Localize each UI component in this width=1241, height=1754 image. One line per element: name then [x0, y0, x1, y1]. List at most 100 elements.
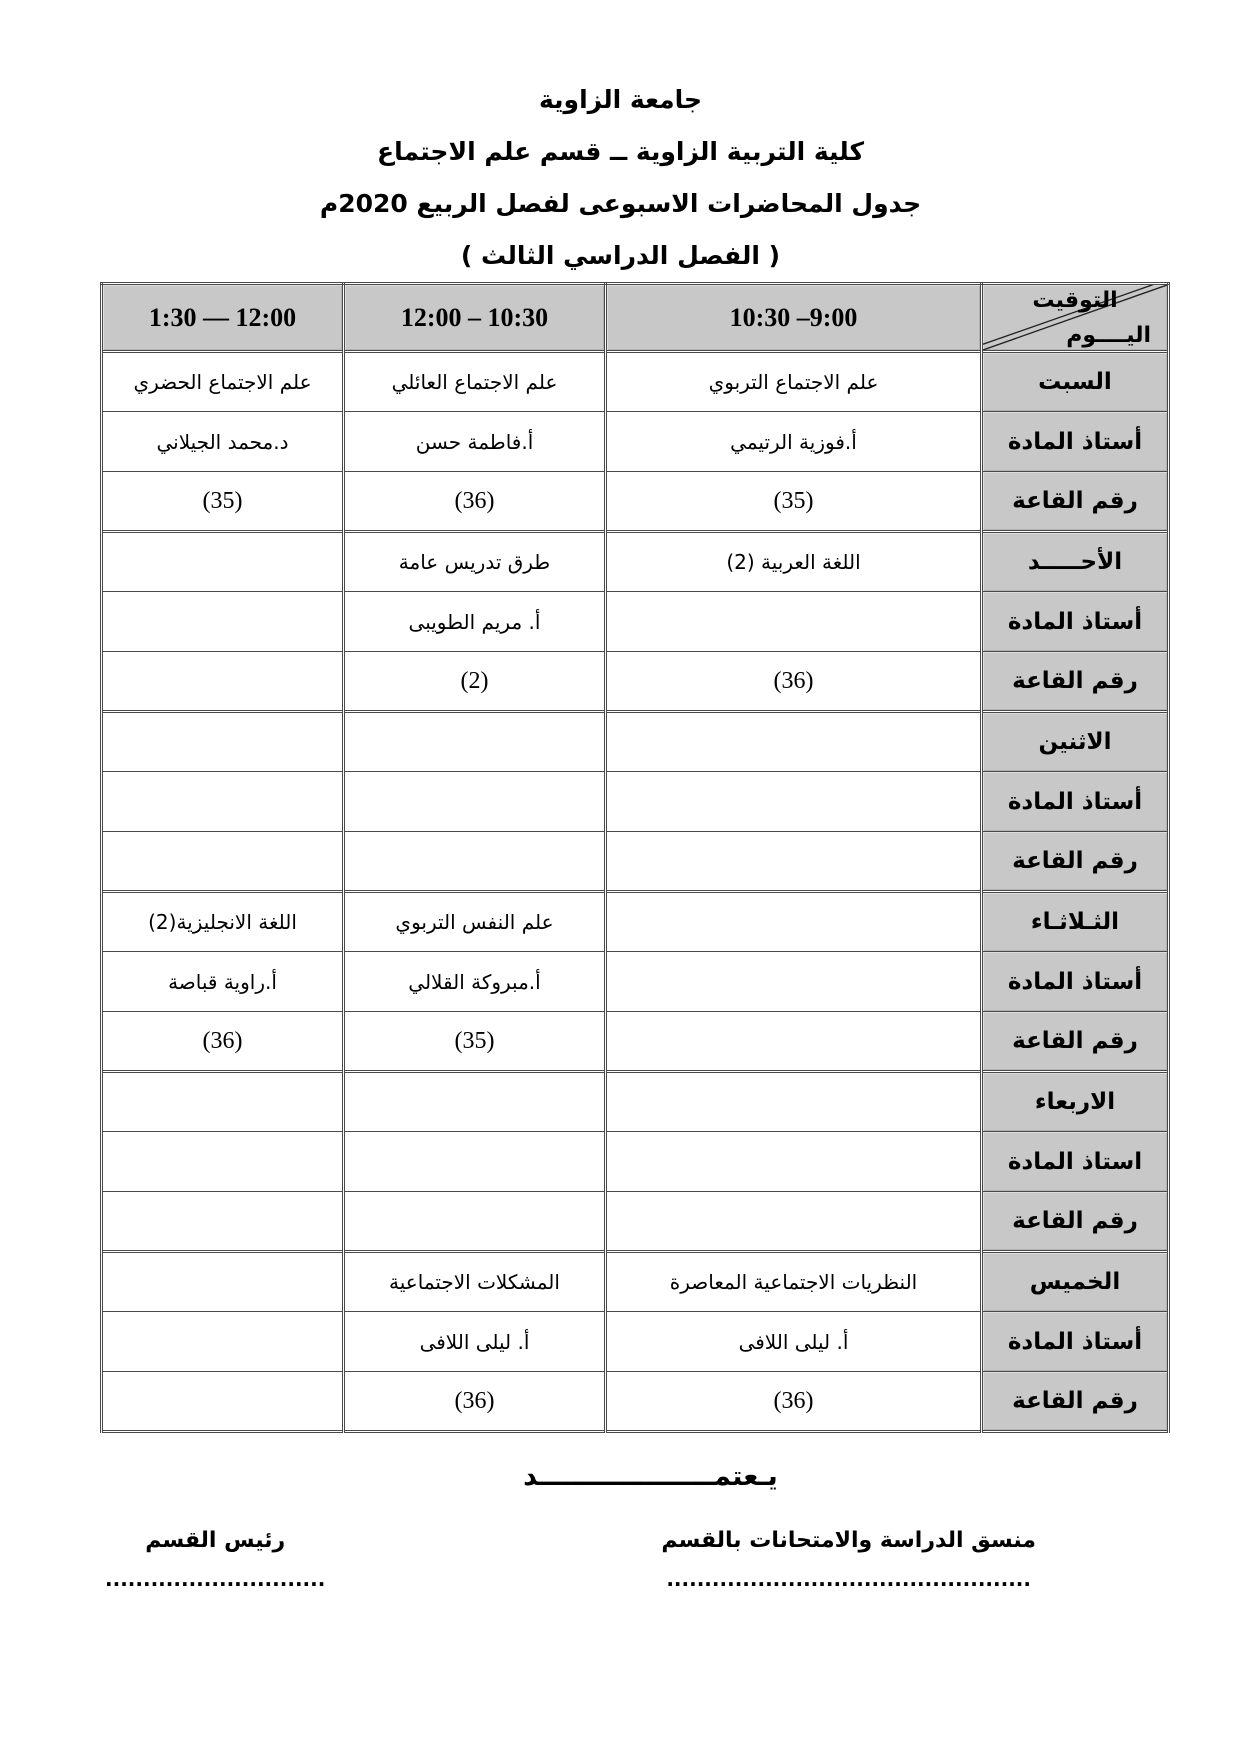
subject-cell: علم الاجتماع العائلي	[342, 350, 607, 412]
subject-cell	[100, 1070, 345, 1132]
room-cell	[604, 1191, 983, 1252]
table-row: استاذ المادة	[100, 1131, 1170, 1192]
room-cell: (36)	[342, 471, 607, 532]
corner-day-label: اليــــوم	[1066, 323, 1151, 348]
subject-cell	[604, 1070, 983, 1132]
room-cell	[100, 1191, 345, 1252]
room-cell	[100, 831, 345, 892]
table-row: الخميس النظريات الاجتماعية المعاصرة المش…	[100, 1250, 1170, 1312]
room-cell: (36)	[342, 1371, 607, 1432]
coordinator-signature-line: ........................................…	[666, 1567, 1031, 1591]
table-row: الاربعاء	[100, 1070, 1170, 1132]
table-row: رقم القاعة (36) (36)	[100, 1371, 1170, 1432]
subject-cell	[100, 530, 345, 592]
signature-coordinator: منسق الدراسة والامتحانات بالقسم ........…	[661, 1528, 1036, 1591]
instructor-cell: أ. ليلى اللافى	[604, 1311, 983, 1372]
subject-cell	[100, 710, 345, 772]
table-row: رقم القاعة (35) (36)	[100, 1011, 1170, 1072]
instructor-cell	[100, 771, 345, 832]
schedule-title: جدول المحاضرات الاسبوعى لفصل الربيع 2020…	[319, 189, 922, 218]
instructor-cell	[342, 771, 607, 832]
coordinator-label: منسق الدراسة والامتحانات بالقسم	[661, 1528, 1036, 1553]
room-cell: (35)	[100, 471, 345, 532]
table-row: رقم القاعة (36) (2)	[100, 651, 1170, 712]
subject-cell	[100, 1250, 345, 1312]
approved-text: يـعتمـــــــــــــــــــد	[523, 1461, 778, 1492]
university-title: جامعة الزاوية	[538, 85, 703, 114]
subject-cell: علم الاجتماع التربوي	[604, 350, 983, 412]
diagonal-divider-icon	[984, 286, 1165, 350]
instructor-cell: أ.راوية قباصة	[100, 951, 345, 1012]
instructor-row-label: استاذ المادة	[980, 1131, 1170, 1192]
room-row-label: رقم القاعة	[980, 1371, 1170, 1432]
department-head-label: رئيس القسم	[145, 1528, 286, 1553]
day-label-tuesday: الثـلاثـاء	[980, 890, 1170, 952]
table-row: الثـلاثـاء علم النفس التربوي اللغة الانج…	[100, 890, 1170, 952]
corner-time-label: التوقيت	[1032, 288, 1118, 313]
day-label-wednesday: الاربعاء	[980, 1070, 1170, 1132]
table-row: الاثنين	[100, 710, 1170, 772]
room-cell: (2)	[342, 651, 607, 712]
instructor-cell	[100, 1131, 345, 1192]
subject-cell: اللغة الانجليزية(2)	[100, 890, 345, 952]
room-cell: (36)	[100, 1011, 345, 1072]
day-label-monday: الاثنين	[980, 710, 1170, 772]
table-header-row: التوقيت اليــــوم 10:30 –9:00 12:00 – 10…	[100, 282, 1170, 352]
subject-cell: علم النفس التربوي	[342, 890, 607, 952]
day-label-saturday: السبت	[980, 350, 1170, 412]
room-row-label: رقم القاعة	[980, 1011, 1170, 1072]
faculty-department-title: كلية التربية الزاوية ــ قسم علم الاجتماع	[377, 137, 864, 166]
instructor-cell	[604, 771, 983, 832]
instructor-cell	[604, 951, 983, 1012]
room-cell: (36)	[604, 651, 983, 712]
instructor-row-label: أستاذ المادة	[980, 411, 1170, 472]
instructor-cell: أ. مريم الطويبى	[342, 591, 607, 652]
subject-cell: اللغة العربية (2)	[604, 530, 983, 592]
time-slot-3: 1:30 — 12:00	[100, 282, 345, 352]
instructor-cell: أ. ليلى اللافى	[342, 1311, 607, 1372]
instructor-cell	[100, 591, 345, 652]
room-row-label: رقم القاعة	[980, 471, 1170, 532]
room-cell	[100, 1371, 345, 1432]
table-row: أستاذ المادة	[100, 771, 1170, 832]
room-row-label: رقم القاعة	[980, 831, 1170, 892]
time-slot-2: 12:00 – 10:30	[342, 282, 607, 352]
room-cell: (35)	[604, 471, 983, 532]
instructor-row-label: أستاذ المادة	[980, 771, 1170, 832]
instructor-row-label: أستاذ المادة	[980, 591, 1170, 652]
subject-cell	[342, 1070, 607, 1132]
room-cell	[342, 1191, 607, 1252]
table-row: أستاذ المادة أ. ليلى اللافى أ. ليلى اللا…	[100, 1311, 1170, 1372]
subject-cell	[604, 890, 983, 952]
table-row: رقم القاعة	[100, 1191, 1170, 1252]
table-row: رقم القاعة	[100, 831, 1170, 892]
schedule-table: التوقيت اليــــوم 10:30 –9:00 12:00 – 10…	[100, 282, 1170, 1433]
subject-cell	[342, 710, 607, 772]
day-label-thursday: الخميس	[980, 1250, 1170, 1312]
table-row: أستاذ المادة أ. مريم الطويبى	[100, 591, 1170, 652]
instructor-cell: د.محمد الجيلاني	[100, 411, 345, 472]
subject-cell: المشكلات الاجتماعية	[342, 1250, 607, 1312]
table-row: السبت علم الاجتماع التربوي علم الاجتماع …	[100, 350, 1170, 412]
department-head-signature-line: .............................	[105, 1567, 326, 1591]
room-cell: (35)	[342, 1011, 607, 1072]
subject-cell	[604, 710, 983, 772]
instructor-row-label: أستاذ المادة	[980, 1311, 1170, 1372]
instructor-cell: أ.مبروكة القلالي	[342, 951, 607, 1012]
instructor-cell	[604, 591, 983, 652]
table-row: أستاذ المادة أ.مبروكة القلالي أ.راوية قب…	[100, 951, 1170, 1012]
subject-cell: طرق تدريس عامة	[342, 530, 607, 592]
room-cell	[100, 651, 345, 712]
semester-title: ( الفصل الدراسي الثالث )	[460, 241, 781, 270]
room-cell: (36)	[604, 1371, 983, 1432]
table-row: رقم القاعة (35) (36) (35)	[100, 471, 1170, 532]
signature-block: منسق الدراسة والامتحانات بالقسم ........…	[0, 1528, 1241, 1591]
room-row-label: رقم القاعة	[980, 1191, 1170, 1252]
subject-cell: النظريات الاجتماعية المعاصرة	[604, 1250, 983, 1312]
room-cell	[342, 831, 607, 892]
instructor-cell	[342, 1131, 607, 1192]
time-slot-1: 10:30 –9:00	[604, 282, 983, 352]
instructor-row-label: أستاذ المادة	[980, 951, 1170, 1012]
instructor-cell	[604, 1131, 983, 1192]
instructor-cell: أ.فاطمة حسن	[342, 411, 607, 472]
